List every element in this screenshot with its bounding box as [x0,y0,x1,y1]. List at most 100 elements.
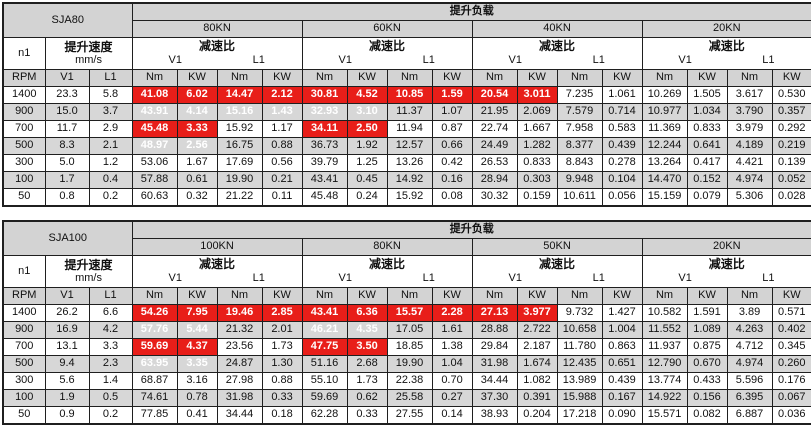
cell-v1-speed: 9.4 [44,355,90,373]
data-cell: 48.97 [131,137,178,155]
data-cell: 0.18 [261,406,303,425]
data-cell: 0.87 [431,120,473,138]
cell-rpm: 500 [2,355,46,373]
speed-label: 提升速度 [64,39,113,54]
data-cell: 0.78 [176,389,218,407]
data-cell: 1.61 [431,321,473,339]
data-cell: 9.732 [556,304,603,322]
data-cell: 0.833 [516,154,558,172]
cell-rpm: 900 [2,103,46,121]
cell-v1-speed: 5.0 [44,154,90,172]
cell-rpm: 700 [2,120,46,138]
data-cell: 3.011 [516,86,558,104]
data-cell: 4.14 [176,103,218,121]
data-cell: 0.345 [771,338,811,356]
data-cell: 0.88 [261,137,303,155]
nm-header: Nm [386,69,433,87]
header-row-units: RPM V1 L1 Nm KW Nm KW Nm KW Nm KW Nm KW Nm KW Nm KW Nm KW [2,69,811,87]
header-row-ratio: n1 提升速度 mm/s 减速比 V1 L1 减速比 V1 L1 减速比 V1 L1 减速比 V1 L1 [2,255,811,288]
data-cell: 6.395 [726,389,773,407]
data-cell: 34.11 [301,120,348,138]
data-cell: 0.028 [771,188,811,207]
data-cell: 10.582 [641,304,688,322]
kw-header: KW [431,69,473,87]
ratio-label: 减速比 [199,257,236,272]
data-cell: 21.22 [216,188,263,207]
cell-l1-speed: 0.2 [88,406,133,425]
cell-l1-speed: 3.7 [88,103,133,121]
data-cell: 0.24 [346,188,388,207]
data-row-rpm-300: 300 5.6 1.4 68.87 3.16 27.98 0.88 55.10 1.73 22.3… [2,372,811,390]
ratio-columns: V1 L1 [304,272,471,286]
cell-rpm: 100 [2,171,46,189]
kw-header: KW [686,69,728,87]
data-cell: 5.596 [726,372,773,390]
ratio-label: 减速比 [369,39,406,54]
data-cell: 0.66 [431,137,473,155]
n1-header: n1 [2,37,46,70]
ratio-columns: V1 L1 [304,54,471,68]
data-cell: 22.74 [471,120,518,138]
cell-rpm: 1400 [2,86,46,104]
data-row-rpm-1400: 1400 26.2 6.6 54.26 7.95 19.46 2.85 43.41 6.36 15… [2,304,811,322]
data-cell: 19.90 [216,171,263,189]
cell-rpm: 50 [2,188,46,207]
v1-header: V1 [44,287,90,305]
kw-header: KW [771,69,811,87]
nm-header: Nm [641,287,688,305]
cell-rpm: 100 [2,389,46,407]
data-cell: 0.260 [771,355,811,373]
data-row-rpm-900: 900 15.0 3.7 43.91 4.14 15.16 1.43 32.93 3.10 11.… [2,103,811,121]
data-cell: 3.790 [726,103,773,121]
data-cell: 36.73 [301,137,348,155]
data-row-rpm-50: 50 0.8 0.2 60.63 0.32 21.22 0.11 45.48 0.24 15.92… [2,188,811,207]
data-cell: 0.11 [261,188,303,207]
cell-v1-speed: 0.8 [44,188,90,207]
kw-header: KW [516,287,558,305]
data-cell: 1.082 [516,372,558,390]
data-cell: 34.44 [471,372,518,390]
data-cell: 2.50 [346,120,388,138]
data-cell: 11.937 [641,338,688,356]
data-cell: 12.435 [556,355,603,373]
data-cell: 3.10 [346,103,388,121]
capacity-header-60kn: 60KN [301,20,473,38]
cell-l1-speed: 1.2 [88,154,133,172]
header-row-load: SJA100 提升负载 [2,220,811,256]
data-cell: 15.571 [641,406,688,425]
ratio-header-50kn: 减速比 V1 L1 [471,255,643,288]
data-cell: 2.56 [176,137,218,155]
l1-column-label: L1 [762,54,775,67]
data-cell: 1.07 [431,103,473,121]
data-cell: 0.139 [771,154,811,172]
data-cell: 20.54 [471,86,518,104]
kw-header: KW [176,69,218,87]
data-cell: 10.977 [641,103,688,121]
model-header: SJA80 [2,2,133,38]
ratio-header-60kn: 减速比 V1 L1 [301,37,473,70]
data-cell: 0.670 [686,355,728,373]
speed-header: 提升速度 mm/s [44,255,133,288]
table-header: SJA100 提升负载 100KN 80KN 50KN 20KN n1 提升速度 mm/s 减速比… [2,220,811,305]
data-cell: 38.93 [471,406,518,425]
ratio-columns: V1 L1 [644,54,811,68]
data-cell: 0.33 [261,389,303,407]
data-cell: 0.219 [771,137,811,155]
data-cell: 1.25 [346,154,388,172]
data-cell: 13.774 [641,372,688,390]
cell-v1-speed: 8.3 [44,137,90,155]
data-cell: 0.303 [516,171,558,189]
data-cell: 13.264 [641,154,688,172]
data-cell: 2.187 [516,338,558,356]
cell-l1-speed: 1.4 [88,372,133,390]
data-cell: 62.28 [301,406,348,425]
data-cell: 12.790 [641,355,688,373]
data-cell: 15.988 [556,389,603,407]
data-cell: 0.104 [601,171,643,189]
data-cell: 15.16 [216,103,263,121]
data-cell: 0.292 [771,120,811,138]
table-body: 1400 23.3 5.8 41.08 6.02 14.47 2.12 30.81 4.52 10… [2,86,811,207]
header-row-capacities: 80KN 60KN 40KN 20KN [3,20,811,38]
cell-v1-speed: 5.6 [44,372,90,390]
cell-v1-speed: 1.7 [44,171,90,189]
